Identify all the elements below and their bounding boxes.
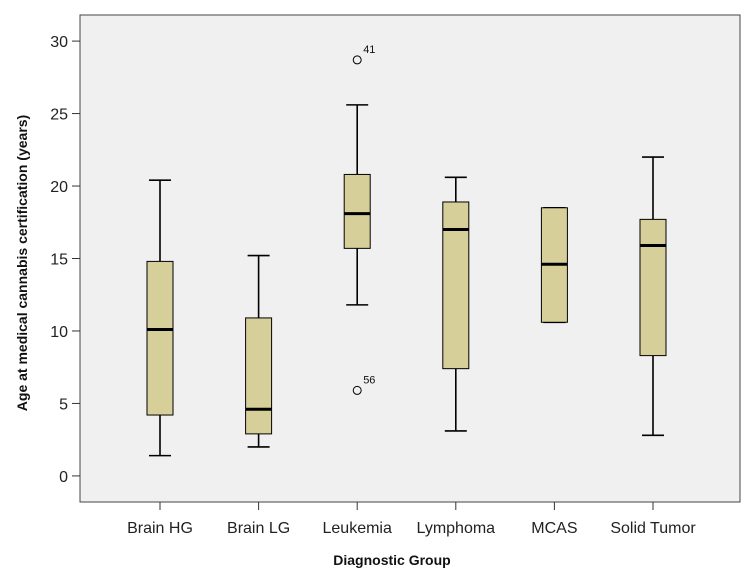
- x-tick-label: Brain HG: [127, 520, 193, 537]
- box-group: 41 56: [343, 44, 375, 395]
- y-tick-label: 10: [50, 324, 68, 341]
- y-tick-label: 30: [50, 34, 68, 51]
- box-group: [540, 206, 568, 324]
- y-tick-label: 20: [50, 179, 68, 196]
- y-tick-label: 25: [50, 107, 68, 124]
- outlier-label: 41: [363, 44, 375, 56]
- outlier-point: [352, 385, 362, 395]
- x-tick-label: MCAS: [531, 520, 577, 537]
- x-tick-label: Brain LG: [227, 520, 290, 537]
- box-group: [245, 254, 273, 448]
- x-axis: Brain HG Brain LG Leukemia Lymphoma MCAS Soli…: [127, 502, 696, 537]
- y-axis: 0 5 10 15 20 25 30: [50, 34, 80, 486]
- box-group: [639, 156, 667, 437]
- outlier-point: [352, 55, 362, 65]
- box-iqr: [245, 317, 273, 435]
- y-tick-label: 5: [59, 396, 68, 413]
- box-iqr: [146, 260, 174, 416]
- y-tick-label: 0: [59, 469, 68, 486]
- box-group: [442, 176, 470, 432]
- outlier-label: 56: [363, 374, 375, 386]
- x-tick-label: Lymphoma: [417, 520, 496, 537]
- box-iqr: [639, 218, 667, 357]
- boxes: 41 56: [146, 44, 667, 457]
- plot-area: [79, 14, 741, 503]
- y-axis-title: Age at medical cannabis certification (y…: [14, 115, 30, 411]
- x-tick-label: Leukemia: [323, 520, 392, 537]
- box-iqr: [442, 201, 470, 370]
- y-tick-label: 15: [50, 252, 68, 269]
- box-group: [146, 179, 174, 457]
- x-tick-label: Solid Tumor: [610, 520, 696, 537]
- x-axis-title: Diagnostic Group: [333, 552, 450, 568]
- box-iqr: [343, 173, 371, 249]
